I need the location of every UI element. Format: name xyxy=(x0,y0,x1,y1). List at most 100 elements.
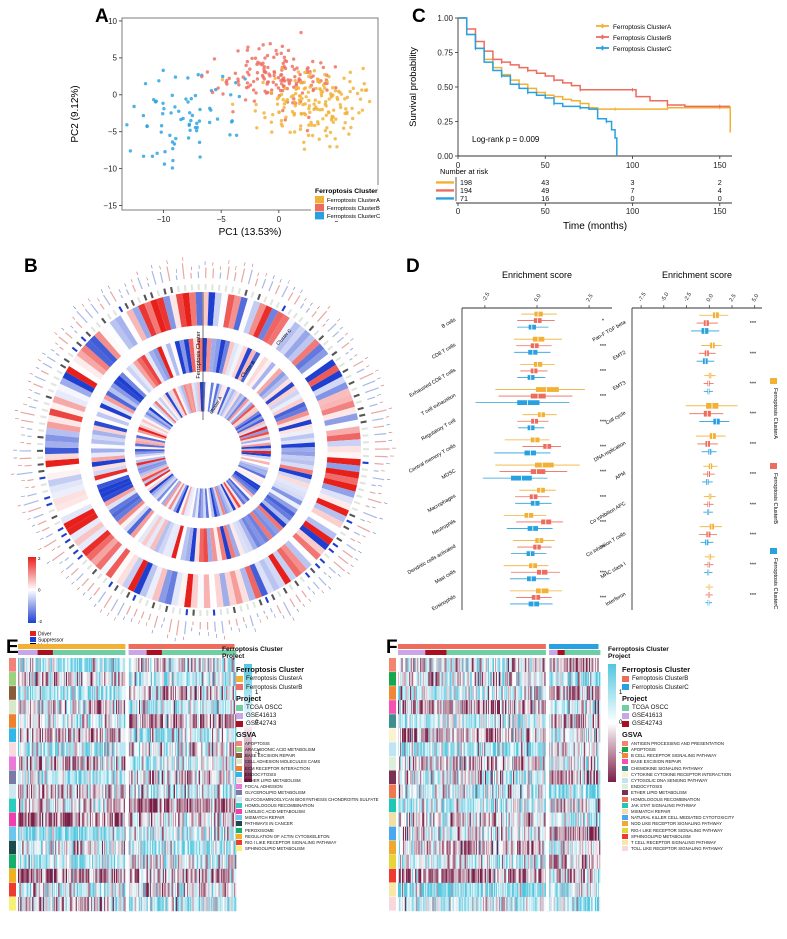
svg-text:••••: •••• xyxy=(174,269,178,273)
svg-text:16: 16 xyxy=(541,194,549,203)
svg-text:••••: •••• xyxy=(325,318,330,323)
legend-item[interactable]: NATURAL KILLER CELL MEDIATED CYTOTOXICIT… xyxy=(622,815,787,821)
svg-text:0.25: 0.25 xyxy=(437,117,453,126)
legend-item[interactable]: TOLL LIKE RECEPTOR SIGNALING PATHWAY xyxy=(622,846,787,852)
legend-item[interactable]: Ferroptosis ClusterC xyxy=(622,684,787,691)
svg-text:••••: •••• xyxy=(53,332,58,337)
svg-text:*: * xyxy=(602,319,605,325)
legend-item[interactable]: HOMOLOGOUS RECOMBINATION xyxy=(236,802,402,808)
legend-item[interactable]: BASE EXCISION REPAIR xyxy=(622,759,787,765)
legend-item[interactable]: Ferroptosis ClusterA xyxy=(236,675,402,682)
legend-item[interactable]: CYTOKINE CYTOKINE RECEPTOR INTERACTION xyxy=(622,771,787,777)
legend-item[interactable]: HOMOLOGOUS RECOMBINATION xyxy=(622,796,787,802)
svg-text:••••: •••• xyxy=(191,627,194,631)
svg-text:-7.5: -7.5 xyxy=(638,292,648,303)
svg-text:••••: •••• xyxy=(117,289,121,294)
svg-text:••••: •••• xyxy=(89,596,94,601)
svg-text:MDSC: MDSC xyxy=(441,468,457,481)
svg-text:••••: •••• xyxy=(291,617,295,622)
legend-swatch xyxy=(622,684,629,690)
legend-item[interactable]: ECM RECEPTOR INTERACTION xyxy=(236,765,402,771)
legend-item[interactable]: GSE42743 xyxy=(236,720,402,727)
legend-item[interactable]: GSE41613 xyxy=(236,712,402,719)
legend-item[interactable]: ENDOCYTOSIS xyxy=(622,784,787,790)
legend-label: TOLL LIKE RECEPTOR SIGNALING PATHWAY xyxy=(631,846,723,852)
svg-text:••••: •••• xyxy=(307,598,312,603)
legend-item[interactable]: ENDOCYTOSIS xyxy=(236,771,402,777)
svg-text:••••: •••• xyxy=(386,462,390,465)
legend-label: GLYCOSAMINOGLYCAN BIOSYNTHESIS CHONDROIT… xyxy=(245,796,379,802)
svg-text:-5.0: -5.0 xyxy=(660,292,670,303)
svg-text:0.0: 0.0 xyxy=(534,293,543,303)
legend-swatch xyxy=(236,771,242,777)
legend-item[interactable]: SPHINGOLIPID METABOLISM xyxy=(622,833,787,839)
legend-item[interactable]: RIG-I LIKE RECEPTOR SIGNALING PATHWAY xyxy=(622,827,787,833)
legend-label: GSE42743 xyxy=(632,720,663,728)
legend-item[interactable]: PATHWAYS IN CANCER xyxy=(236,821,402,827)
legend-item[interactable]: ARACHIDONIC ACID METABOLISM xyxy=(236,747,402,753)
svg-text:***: *** xyxy=(750,593,757,599)
legend-item[interactable]: CELL ADHESION MOLECULES CAMS xyxy=(236,759,402,765)
legend-item[interactable]: PEROXISOME xyxy=(236,827,402,833)
legend-item[interactable]: TCGA OSCC xyxy=(236,704,402,711)
svg-text:••••: •••• xyxy=(65,575,70,580)
legend-item[interactable]: APOPTOSIS xyxy=(236,740,402,746)
gsva-heatmap-ab: 10-1 xyxy=(9,644,261,912)
legend-item[interactable]: APOPTOSIS xyxy=(622,747,787,753)
legend-item[interactable]: ANTIGEN PROCESSING AND PRESENTATION xyxy=(622,740,787,746)
svg-text:0.0: 0.0 xyxy=(706,293,715,303)
panel-d-label: D xyxy=(406,256,420,277)
legend-item[interactable]: GLYCEROLIPID METABOLISM xyxy=(236,790,402,796)
svg-text:••••: •••• xyxy=(215,634,218,638)
legend-label: ECM RECEPTOR INTERACTION xyxy=(245,765,310,771)
legend-item[interactable]: GSE41613 xyxy=(622,712,787,719)
legend-item[interactable]: MISMATCH REPAIR xyxy=(622,808,787,814)
svg-text:••••: •••• xyxy=(388,439,392,442)
legend-item[interactable]: GSE42743 xyxy=(622,720,787,727)
svg-text:••••: •••• xyxy=(182,636,185,640)
svg-text:••••: •••• xyxy=(389,431,393,434)
svg-text:••••: •••• xyxy=(35,366,40,370)
legend-item[interactable]: CHEMOKINE SIGNALING PATHWAY xyxy=(622,765,787,771)
svg-text:••••: •••• xyxy=(160,624,164,628)
legend-label: CHEMOKINE SIGNALING PATHWAY xyxy=(631,765,703,771)
svg-text:T cell exhaustion: T cell exhaustion xyxy=(420,393,457,418)
legend-swatch xyxy=(622,753,628,759)
legend-item[interactable]: GLYCOSAMINOGLYCAN BIOSYNTHESIS CHONDROIT… xyxy=(236,796,402,802)
legend-item[interactable]: Ferroptosis ClusterB xyxy=(622,675,787,682)
legend-item[interactable]: REGULATION OF ACTIN CYTOSKELETON xyxy=(236,833,402,839)
legend-item[interactable]: Ferroptosis ClusterB xyxy=(236,684,402,691)
svg-text:••••: •••• xyxy=(122,616,126,621)
svg-text:Enrichment score: Enrichment score xyxy=(502,270,572,280)
svg-text:Enrichment score: Enrichment score xyxy=(662,270,732,280)
legend-item[interactable]: NOD LIKE RECEPTOR SIGNALING PATHWAY xyxy=(622,821,787,827)
legend-item[interactable]: SPHINGOLIPID METABOLISM xyxy=(236,846,402,852)
svg-text:••••: •••• xyxy=(300,289,305,294)
svg-text:0: 0 xyxy=(631,194,635,203)
legend-item[interactable]: FOCAL ADHESION xyxy=(236,784,402,790)
legend-item[interactable]: BASE EXCISION REPAIR xyxy=(236,753,402,759)
legend-item[interactable]: MISMATCH REPAIR xyxy=(236,815,402,821)
legend-item[interactable]: RIG I LIKE RECEPTOR SIGNALING PATHWAY xyxy=(236,839,402,845)
legend-item[interactable]: JAK STAT SIGNALING PATHWAY xyxy=(622,802,787,808)
legend-item[interactable]: CYTOSOLIC DNA SENSING PATHWAY xyxy=(622,778,787,783)
svg-text:4: 4 xyxy=(718,186,722,195)
legend-item[interactable]: ETHER LIPID METABOLISM xyxy=(236,778,402,783)
legend-item[interactable]: ETHER LIPID METABOLISM xyxy=(622,790,787,796)
legend-swatch xyxy=(236,684,243,690)
panel-c-label: C xyxy=(412,6,426,27)
svg-text:43: 43 xyxy=(541,178,549,187)
legend-item[interactable]: TCGA OSCC xyxy=(622,704,787,711)
svg-text:EMT3: EMT3 xyxy=(612,380,627,392)
legend-item[interactable]: B CELL RECEPTOR SIGNALING PATHWAY xyxy=(622,753,787,759)
panel-a-label: A xyxy=(95,6,109,27)
svg-text:Ferroptosis ClusterC: Ferroptosis ClusterC xyxy=(327,214,380,220)
svg-text:••••: •••• xyxy=(227,260,230,264)
svg-text:••••: •••• xyxy=(145,277,149,281)
svg-text:49: 49 xyxy=(541,186,549,195)
svg-text:••••: •••• xyxy=(349,564,354,569)
svg-text:••••: •••• xyxy=(257,272,261,276)
legend-item[interactable]: LINOLEIC ACID METABOLISM xyxy=(236,808,402,814)
legend-label: HOMOLOGOUS RECOMBINATION xyxy=(245,802,314,808)
legend-item[interactable]: T CELL RECEPTOR SIGNALING PATHWAY xyxy=(622,839,787,845)
